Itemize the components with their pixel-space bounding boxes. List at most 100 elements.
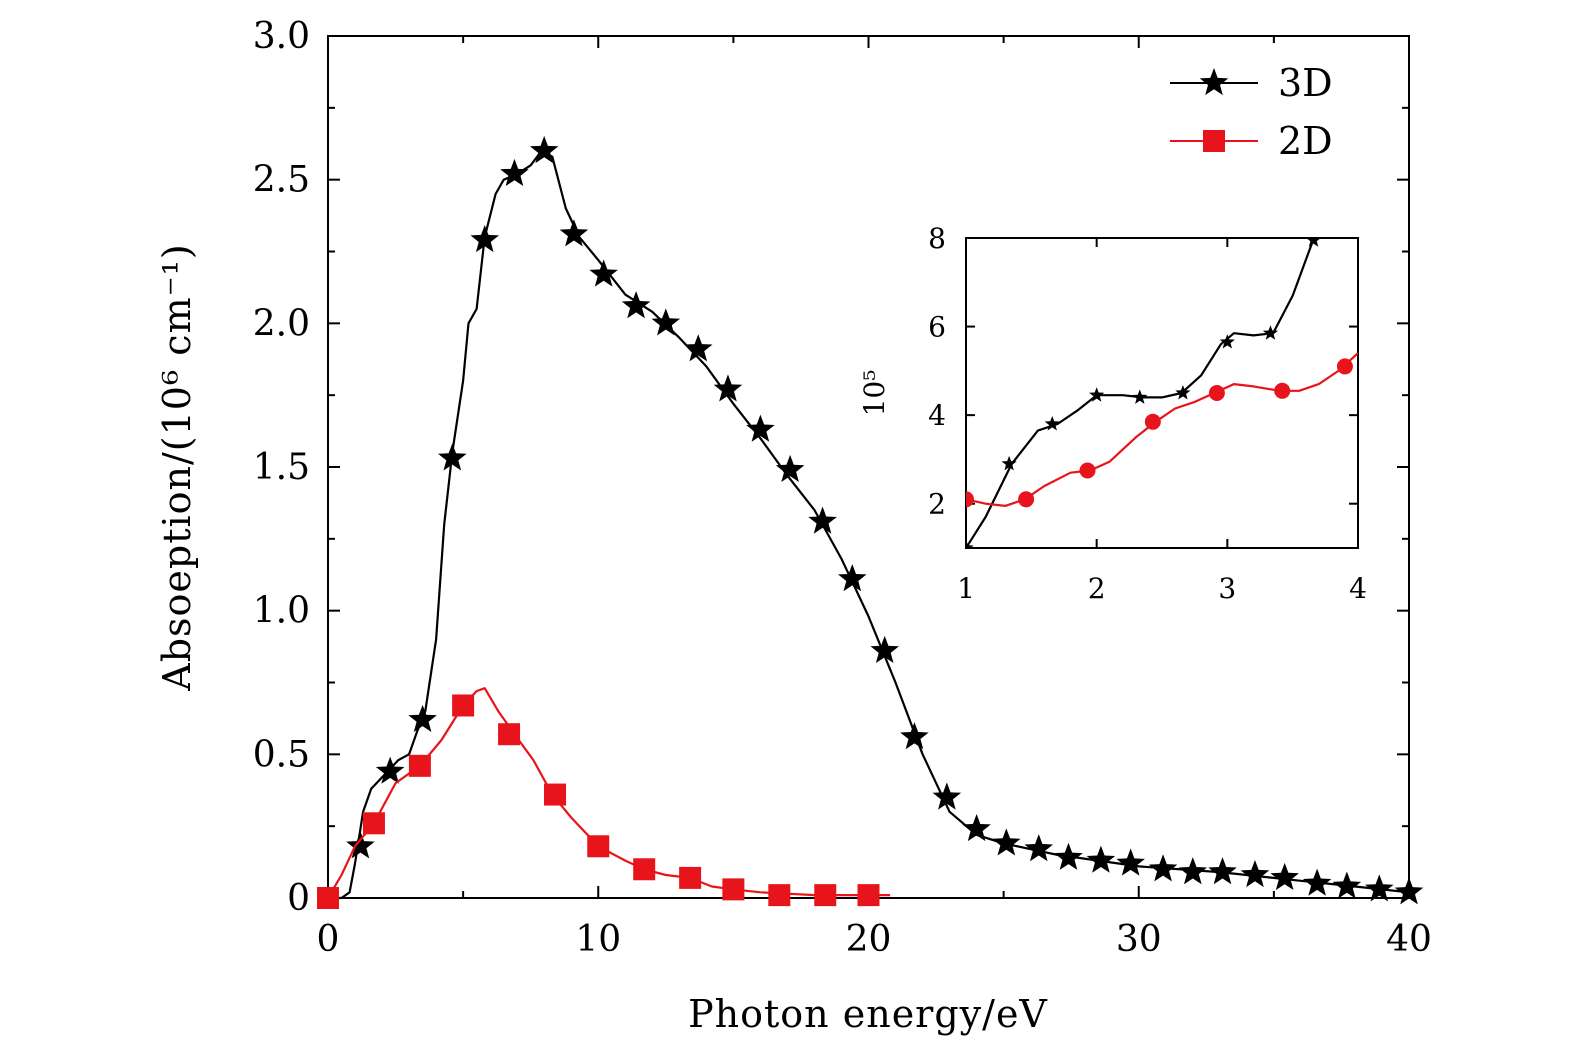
data-point-2D [408, 754, 431, 777]
data-point-2D [857, 884, 880, 907]
data-point-3D [962, 814, 991, 842]
inset-data-point [966, 491, 974, 508]
inset-x-tick-label: 2 [1088, 572, 1106, 605]
data-point-3D [1054, 842, 1083, 870]
data-point-3D [651, 308, 681, 336]
data-point-3D [775, 454, 805, 483]
legend-label-3d: 3D [1278, 61, 1333, 105]
legend-label-2d: 2D [1278, 119, 1333, 163]
legend-star-icon [1199, 68, 1229, 96]
inset-data-point [1306, 238, 1321, 247]
data-point-3D [1116, 848, 1145, 876]
data-point-3D [470, 225, 500, 253]
legend-square-icon [1203, 130, 1225, 152]
y-tick-label: 2.0 [253, 303, 310, 344]
legend: 3D 2D [1170, 61, 1333, 163]
data-point-3D [746, 414, 775, 442]
y-tick-label: 2.5 [253, 160, 310, 201]
data-point-3D [1394, 877, 1424, 905]
main-tick-labels: 0 10 20 30 40 0 0.5 1.0 1.5 2.0 2.5 3.0 [253, 16, 1432, 960]
data-point-3D [346, 831, 375, 859]
data-point-3D [808, 506, 837, 534]
inset-series-0 [966, 238, 1321, 548]
y-tick-label: 1.0 [253, 591, 310, 632]
data-point-3D [1178, 857, 1208, 885]
inset-y-tick-label: 4 [928, 399, 946, 432]
data-point-2D [317, 887, 339, 909]
data-point-2D [768, 884, 791, 907]
inset-data-point [1336, 358, 1353, 375]
data-point-3D [1024, 834, 1054, 862]
data-point-3D [1086, 845, 1116, 873]
inset-x-tick-label: 4 [1349, 572, 1367, 605]
data-point-2D [633, 858, 656, 881]
inset-series-line [966, 242, 1314, 548]
series-line-2D [327, 687, 891, 899]
data-point-3D [932, 782, 962, 810]
x-axis-label: Photon energy/eV [688, 992, 1048, 1036]
inset-data-point [1262, 325, 1279, 340]
x-tick-label: 40 [1386, 919, 1432, 960]
inset-data-point [1132, 389, 1148, 404]
data-point-3D [375, 756, 405, 784]
data-point-3D [838, 564, 867, 592]
data-point-3D [529, 135, 559, 164]
x-tick-label: 0 [317, 919, 340, 960]
inset-data-point [1208, 385, 1225, 401]
data-point-3D [1365, 874, 1394, 902]
y-tick-label: 3.0 [253, 16, 310, 57]
legend-square-marker [1203, 130, 1225, 152]
inset-data-point [1079, 462, 1096, 479]
data-point-3D [1332, 871, 1362, 899]
series-2D [317, 687, 891, 909]
data-point-3D [1148, 854, 1178, 882]
data-point-2D [722, 878, 745, 901]
x-tick-label: 20 [846, 919, 892, 960]
inset-axis-ticks [965, 237, 1359, 548]
inset-x-tick-label: 3 [1218, 572, 1236, 605]
inset-tick-labels: 1 2 3 4 2 4 6 8 [928, 222, 1367, 605]
inset-data-point [1219, 334, 1235, 349]
main-series-group [317, 135, 1424, 909]
y-tick-label: 0 [287, 878, 310, 919]
data-point-2D [544, 783, 567, 806]
data-point-2D [587, 835, 610, 858]
inset-y-tick-label: 2 [928, 488, 946, 521]
x-tick-label: 10 [575, 919, 621, 960]
data-point-3D [713, 374, 743, 402]
series-line-3D [328, 149, 1410, 900]
data-point-3D [559, 219, 589, 247]
data-point-3D [589, 259, 618, 287]
legend-star-marker [1199, 68, 1229, 96]
data-point-3D [621, 291, 651, 319]
data-point-3D [1240, 860, 1270, 888]
y-tick-label: 0.5 [253, 734, 310, 775]
y-tick-label: 1.5 [253, 447, 310, 488]
data-point-3D [870, 635, 899, 664]
data-point-2D [679, 866, 702, 889]
inset-data-point [1089, 387, 1105, 402]
series-3D [328, 135, 1424, 905]
data-point-2D [362, 812, 385, 835]
inset-series-group [966, 238, 1358, 548]
inset-series-1 [966, 352, 1358, 508]
inset-data-point [1018, 491, 1035, 508]
inset-x-tick-label: 1 [957, 572, 975, 605]
x-tick-label: 30 [1116, 919, 1162, 960]
data-point-3D [683, 334, 713, 362]
data-point-3D [1208, 857, 1237, 885]
data-point-3D [1270, 862, 1299, 891]
inset-data-point [1274, 382, 1291, 399]
data-point-3D [1302, 868, 1332, 896]
inset-y-tick-label: 6 [928, 311, 946, 344]
data-point-3D [992, 828, 1021, 856]
inset-data-point [1175, 385, 1191, 400]
inset-y-axis-label: 10⁵ [858, 370, 891, 417]
inset-data-point [1144, 413, 1161, 430]
inset-data-point [966, 540, 974, 548]
inset-data-point [1001, 455, 1017, 471]
inset-data-point [1044, 416, 1060, 431]
inset-y-tick-label: 8 [928, 222, 946, 255]
data-point-2D [452, 694, 475, 717]
